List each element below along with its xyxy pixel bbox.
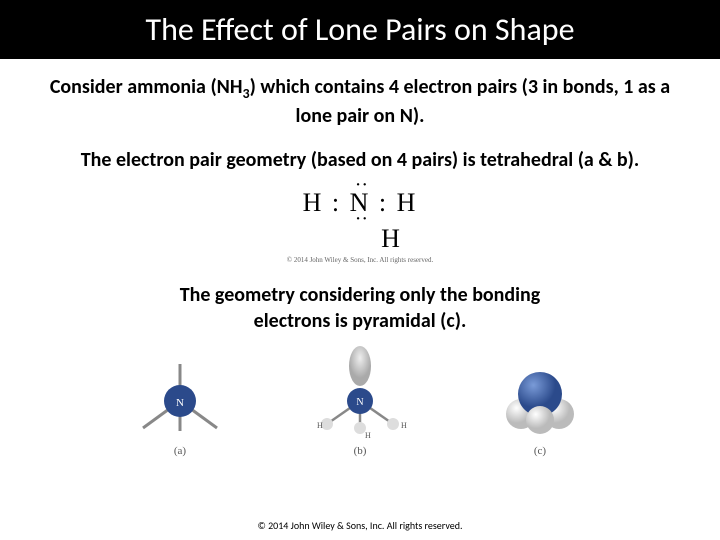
model-b-h1: H: [317, 421, 323, 430]
footer-copyright: © 2014 John Wiley & Sons, Inc. All right…: [0, 519, 720, 532]
lewis-caption: © 2014 John Wiley & Sons, Inc. All right…: [287, 256, 433, 264]
content-area: Consider ammonia (NH3) which contains 4 …: [0, 59, 720, 457]
model-b-h3: H: [365, 431, 371, 440]
paragraph-1: Consider ammonia (NH3) which contains 4 …: [30, 74, 690, 129]
lewis-structure: ·· H : N : H ·· H © 2014 John Wiley & So…: [30, 188, 690, 267]
model-a-center-label: N: [176, 397, 184, 409]
para1-text-a: Consider ammonia (NH: [50, 75, 243, 99]
bond-dots-bottom: ··: [355, 216, 368, 222]
model-a-svg: N: [125, 356, 235, 441]
model-c-label: (c): [470, 445, 610, 457]
model-a: N (a): [110, 356, 250, 457]
paragraph-3: The geometry considering only the bondin…: [30, 282, 690, 334]
model-c-svg: [485, 356, 595, 441]
lone-pair-top: ··: [355, 182, 368, 188]
model-b-h2: H: [401, 421, 407, 430]
para1-text-b: ) which contains 4 electron pairs (3 in …: [250, 75, 671, 128]
model-b: N H H H (b): [290, 346, 430, 457]
model-c: (c): [470, 356, 610, 457]
model-a-label: (a): [110, 445, 250, 457]
title-bar: The Effect of Lone Pairs on Shape: [0, 0, 720, 59]
paragraph-2: The electron pair geometry (based on 4 p…: [30, 147, 690, 173]
model-b-center-label: N: [356, 397, 363, 408]
model-b-label: (b): [290, 445, 430, 457]
model-row: N (a) N H: [30, 346, 690, 457]
page-title: The Effect of Lone Pairs on Shape: [40, 10, 680, 49]
lewis-diagram: ·· H : N : H ·· H © 2014 John Wiley & So…: [287, 188, 433, 264]
para1-subscript: 3: [242, 85, 249, 102]
model-b-svg: N H H H: [305, 346, 415, 441]
